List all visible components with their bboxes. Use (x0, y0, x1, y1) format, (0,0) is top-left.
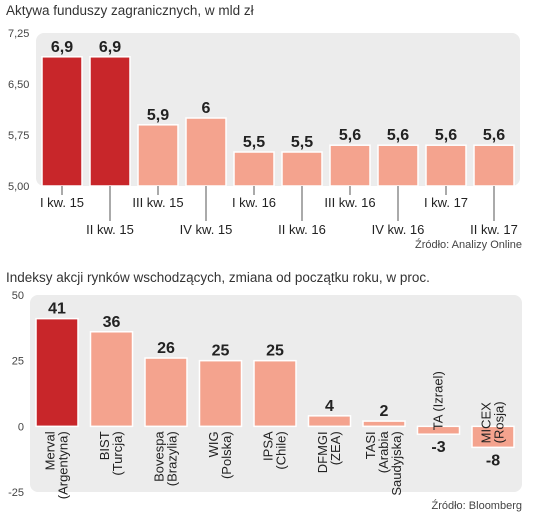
chart1-value-label: 6 (202, 100, 211, 117)
chart2-value-label: 2 (380, 403, 389, 420)
chart1-category-label: II kw. 15 (86, 222, 134, 237)
chart1-bar (233, 151, 275, 187)
chart2-category-label: WIG (206, 431, 221, 457)
chart2-category-label: IPSA (261, 431, 276, 461)
chart1-ytick-label: 6,50 (8, 79, 29, 91)
chart1-category-label: III kw. 15 (132, 195, 183, 210)
chart2-bar (471, 425, 515, 449)
chart1-bar (185, 117, 227, 187)
chart2-ytick-label: 25 (12, 356, 24, 368)
chart2-source: Źródło: Bloomberg (431, 500, 523, 512)
chart1-title: Aktywa funduszy zagranicznych, w mld zł (6, 3, 254, 18)
chart2-ytick-label: 0 (18, 421, 24, 433)
chart1-value-label: 6,9 (99, 39, 121, 56)
chart1-bar (329, 144, 371, 187)
chart2-category-label: Saudyjska) (389, 431, 404, 495)
chart1-value-label: 6,9 (51, 39, 73, 56)
chart2-bar (307, 415, 352, 428)
chart2-category-label: MICEX (479, 402, 494, 444)
chart1-category-label: I kw. 16 (232, 195, 276, 210)
chart1-category-label: II kw. 16 (278, 222, 326, 237)
chart2-category-label: TA (Izrael) (431, 371, 446, 430)
chart2-bar (416, 425, 461, 435)
chart2-category-label: TASI (363, 431, 378, 459)
chart2-category-label: (Chile) (274, 431, 289, 469)
chart1-category-label: I kw. 17 (424, 195, 468, 210)
chart1-bar (89, 56, 131, 187)
chart2-bar (89, 331, 134, 428)
chart2-value-label: 41 (48, 301, 66, 318)
chart1-value-label: 5,6 (339, 127, 361, 144)
chart2-category-label: (Argentyna) (56, 431, 71, 499)
chart1-category-label: IV kw. 15 (180, 222, 233, 237)
chart1-source: Źródło: Analizy Online (415, 239, 522, 251)
chart1-value-label: 5,6 (483, 127, 505, 144)
chart1-ytick-label: 5,00 (8, 181, 29, 193)
chart2-category-label: Bovespa (152, 431, 167, 482)
chart2-category-label: (Polska) (219, 431, 234, 479)
chart1-bar (473, 144, 515, 187)
chart2-value-label: -3 (431, 439, 445, 456)
chart2-bar (253, 359, 297, 428)
chart2-category-label: (ZEA) (328, 431, 343, 465)
chart2-bar (35, 317, 79, 428)
chart2-title: Indeksy akcji rynków wschodzących, zmian… (6, 270, 430, 285)
chart1-category-label: III kw. 16 (324, 195, 375, 210)
chart2-category-label: (Rosja) (492, 401, 507, 443)
chart2-bar (362, 420, 406, 428)
chart1-bar (41, 56, 83, 187)
chart2-value-label: 26 (157, 340, 175, 357)
chart1-value-label: 5,9 (147, 107, 169, 124)
chart1-category-label: IV kw. 16 (372, 222, 425, 237)
chart2-ytick-label: -25 (8, 487, 24, 499)
chart2-ytick-label: 50 (12, 290, 24, 302)
chart2-category-label: BIST (97, 431, 112, 460)
chart2-value-label: -8 (486, 452, 500, 469)
chart2-category-label: (Turcja) (110, 431, 125, 475)
chart1-ytick-label: 7,25 (8, 28, 29, 40)
chart1-bar (425, 144, 467, 187)
chart2-bar (144, 357, 188, 428)
chart2-bar (198, 359, 243, 428)
chart2-value-label: 4 (325, 398, 334, 415)
chart2-category-label: (Brazylia) (165, 431, 180, 486)
chart1-value-label: 5,5 (243, 134, 265, 151)
chart2-category-label: (Arabia (376, 431, 391, 474)
chart1-category-label: II kw. 17 (470, 222, 518, 237)
chart1-value-label: 5,6 (435, 127, 457, 144)
chart2-value-label: 36 (103, 314, 121, 331)
chart1-bar (377, 144, 419, 187)
chart1-category-label: I kw. 15 (40, 195, 84, 210)
chart2-value-label: 25 (266, 343, 284, 360)
chart1-value-label: 5,5 (291, 134, 313, 151)
chart1-ytick-label: 5,75 (8, 130, 29, 142)
chart2-value-label: 25 (212, 343, 230, 360)
chart1-value-label: 5,6 (387, 127, 409, 144)
chart2-category-label: DFMGI (315, 431, 330, 473)
chart1-bar (281, 151, 323, 187)
chart2-category-label: Merval (43, 431, 58, 470)
chart1-bar (137, 124, 179, 187)
